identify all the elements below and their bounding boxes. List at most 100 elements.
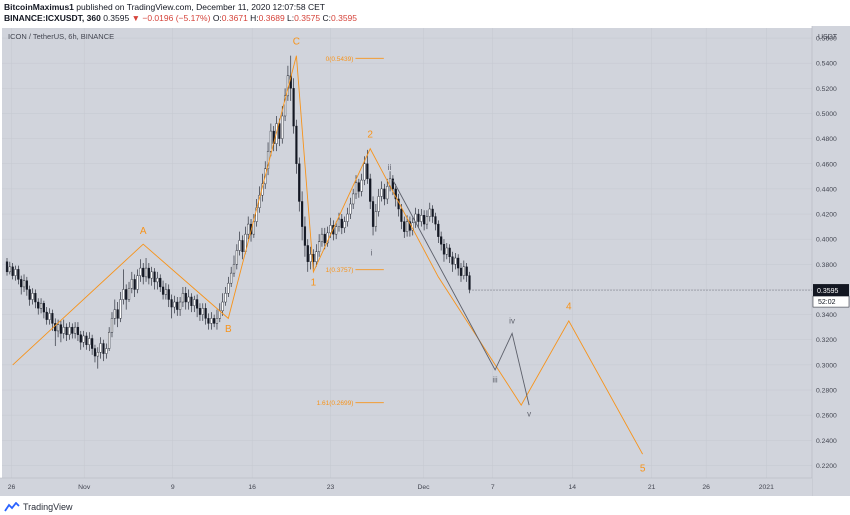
candle-body: [377, 196, 380, 212]
candle-body: [147, 267, 150, 279]
candle-body: [159, 277, 162, 288]
time-tick-label: 14: [568, 484, 576, 491]
candle-body: [122, 289, 125, 300]
candle-body: [91, 338, 94, 349]
candle-body: [437, 223, 440, 237]
candle-body: [278, 123, 281, 139]
candle-body: [161, 286, 165, 295]
candle-body: [68, 326, 71, 335]
candle-body: [238, 240, 241, 251]
tradingview-logo-icon: [4, 502, 20, 512]
plot-area[interactable]: [2, 28, 812, 478]
candle-body: [11, 266, 14, 276]
candle-body: [269, 130, 272, 152]
candle-body: [337, 218, 341, 227]
price-tick-label: 0.4600: [816, 161, 837, 168]
candle-body: [76, 326, 80, 335]
wave-paths: [12, 55, 643, 455]
price-axis[interactable]: 0.2200 0.2400 0.2600 0.2800 0.3000 0.3200 0.34…: [469, 26, 850, 496]
candle-body: [323, 233, 326, 244]
candle-body: [434, 216, 437, 225]
candle-body: [37, 301, 40, 309]
time-tick-label: 26: [702, 484, 710, 491]
candle-body: [119, 299, 122, 319]
price-tick-label: 0.5200: [816, 86, 837, 93]
down-arrow-icon: ▼: [131, 13, 140, 23]
candle-body: [391, 178, 394, 190]
publish-info: BitcoinMaximus1 published on TradingView…: [4, 2, 325, 13]
candle-body: [130, 279, 133, 289]
candle-body: [465, 266, 468, 276]
candle-body: [62, 326, 65, 334]
price-tick-label: 0.4800: [816, 136, 837, 143]
tradingview-footer[interactable]: TradingView: [4, 502, 73, 512]
orange-wave-path: [12, 55, 643, 455]
candle-body: [178, 301, 182, 310]
brand-name: TradingView: [23, 502, 73, 512]
candle-body: [28, 289, 31, 300]
countdown-tag: [812, 295, 850, 308]
candle-body: [306, 245, 309, 262]
candle-body: [34, 293, 37, 303]
time-axis-bg: [0, 478, 812, 496]
candle-body: [153, 271, 156, 283]
price-tick-label: 0.4200: [816, 212, 837, 219]
price-tick-label: 0.4000: [816, 237, 837, 244]
symbol-info: BINANCE:ICXUSDT, 360 0.3595 ▼ −0.0196 (−…: [4, 13, 357, 24]
candle-body: [457, 257, 460, 269]
time-tick-label: 26: [8, 484, 16, 491]
candle-body: [417, 213, 420, 222]
candle-body: [8, 266, 11, 273]
candle-body: [56, 324, 60, 332]
low-value: 0.3575: [294, 13, 321, 23]
wave-label: B: [225, 324, 232, 335]
wave-label: C: [293, 36, 300, 47]
candle-body: [232, 264, 236, 274]
close-label: C:: [322, 13, 332, 23]
price-axis-bg: [812, 26, 850, 496]
candle-body: [309, 254, 312, 262]
candle-body: [371, 201, 375, 227]
candle-body: [82, 335, 85, 343]
price-tick-label: 0.3200: [816, 337, 837, 344]
candle-body: [181, 293, 185, 303]
time-tick-label: Nov: [78, 484, 91, 491]
price-chart[interactable]: 0(0.5439)1(0.3757)1.61(0.2699) ABC1245ii…: [0, 26, 850, 496]
candle-body: [383, 188, 386, 200]
candle-body: [48, 313, 51, 320]
candle-body: [173, 301, 176, 308]
time-tick-label: 23: [327, 484, 335, 491]
candle-body: [213, 318, 216, 324]
time-tick-label: 7: [491, 484, 495, 491]
candle-body: [127, 287, 131, 300]
candle-body: [357, 182, 360, 192]
open-label: O:: [212, 13, 222, 23]
candle-body: [187, 296, 190, 303]
candle-body: [462, 266, 465, 276]
candle-body: [400, 208, 403, 222]
candle-body: [468, 275, 471, 290]
low-label: L:: [287, 13, 295, 23]
candle-body: [227, 282, 230, 294]
candle-body: [39, 303, 43, 309]
candle-body: [394, 188, 397, 200]
price-tick-label: 0.3000: [816, 362, 837, 369]
candle-body: [96, 352, 99, 357]
author-name[interactable]: BitcoinMaximus1: [4, 2, 74, 12]
fib-level-label: 1.61(0.2699): [317, 400, 354, 407]
price-tick-label: 0.5400: [816, 61, 837, 68]
candle-body: [360, 179, 363, 192]
current-price: 0.3595: [103, 13, 130, 23]
candle-body: [144, 267, 148, 278]
time-axis[interactable]: 26 Nov 9 16 23 Dec 7 14 21 26 2021: [0, 477, 812, 496]
candle-body: [235, 250, 238, 265]
candle-body: [136, 275, 139, 290]
candle-body: [45, 311, 48, 320]
candle-body: [451, 256, 454, 265]
candle-body: [403, 221, 406, 232]
last-price-value: 0.3595: [817, 288, 839, 295]
candle-body: [79, 334, 82, 343]
candle-body: [65, 326, 68, 335]
candle-body: [31, 293, 34, 300]
